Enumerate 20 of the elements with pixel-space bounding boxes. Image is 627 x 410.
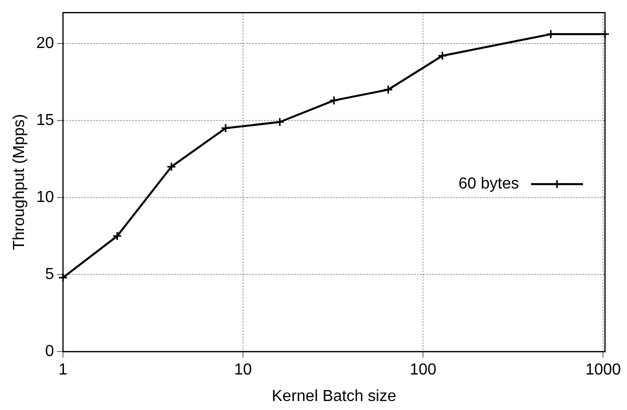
point [58, 272, 68, 282]
point [329, 96, 339, 106]
legend-label: 60 bytes [458, 176, 519, 193]
y-tick-label: 15 [36, 112, 54, 129]
point [438, 50, 448, 60]
point [383, 84, 393, 94]
y-tick-label: 5 [45, 266, 54, 283]
y-tick-label: 20 [36, 34, 54, 52]
point [275, 117, 285, 127]
y-axis-title: Throughput (Mpps) [11, 114, 28, 250]
x-tick-label: 10 [234, 362, 252, 379]
point [112, 231, 122, 241]
point [166, 162, 176, 172]
point [220, 123, 230, 133]
x-tick-label: 100 [410, 362, 437, 379]
y-tick-label: 10 [36, 188, 54, 206]
x-axis-title: Kernel Batch size [272, 388, 396, 405]
x-tick-label: 1 [58, 362, 68, 379]
x-tick-label: 1000 [585, 362, 622, 379]
y-tick-label: 0 [45, 343, 54, 360]
